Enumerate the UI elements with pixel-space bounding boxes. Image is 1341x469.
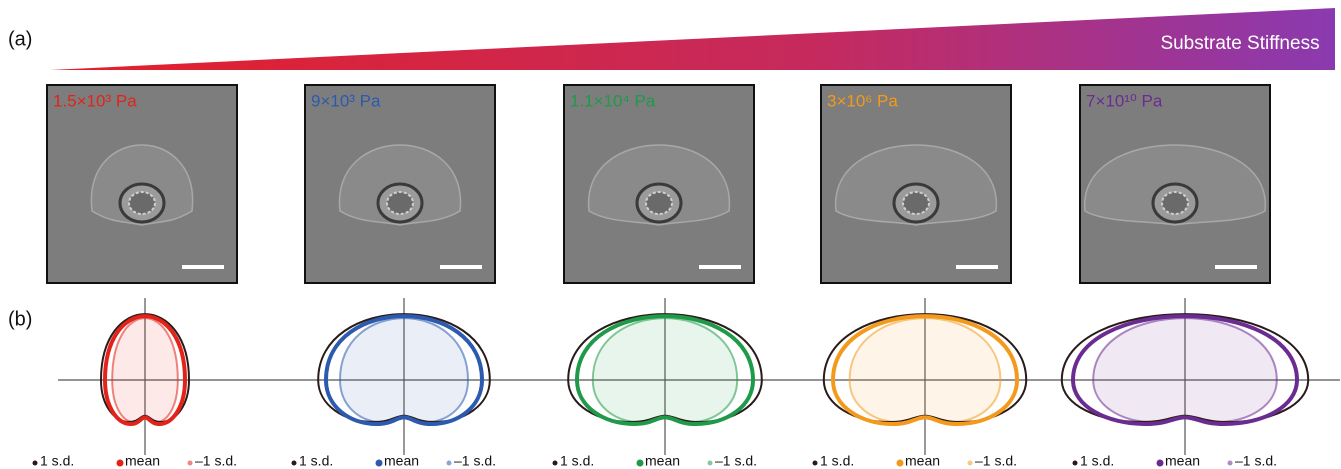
scale-bar (956, 265, 998, 269)
page: {"figure": { "panel_a_label": "(a)", "pa… (0, 0, 1341, 469)
legend-label: mean (905, 453, 940, 469)
condition-label: 9×10³ Pa (311, 91, 381, 110)
legend-label: mean (384, 453, 419, 469)
legend-label: 1 s.d. (299, 453, 333, 469)
legend-marker (553, 461, 558, 466)
legend-label: –1 s.d. (195, 453, 237, 469)
scale-bar (440, 265, 482, 269)
legend-marker (968, 461, 973, 466)
scale-bar (182, 265, 224, 269)
panel-label: (b) (8, 308, 32, 330)
outline-minus-sd (593, 318, 737, 422)
legend-marker (708, 461, 713, 466)
outline-minus-sd (112, 318, 178, 422)
legend-marker (33, 461, 38, 466)
cell-nucleus (387, 192, 413, 214)
cell-nucleus (1162, 192, 1188, 214)
legend-label: 1 s.d. (820, 453, 854, 469)
legend-label: mean (125, 453, 160, 469)
cell-nucleus (129, 192, 155, 214)
legend-label: –1 s.d. (975, 453, 1017, 469)
legend-marker (376, 460, 383, 467)
legend-marker (1157, 460, 1164, 467)
legend-marker (637, 460, 644, 467)
legend-label: mean (645, 453, 680, 469)
legend-marker (117, 460, 124, 467)
legend-marker (897, 460, 904, 467)
legend-label: 1 s.d. (560, 453, 594, 469)
condition-label: 1.5×10³ Pa (53, 91, 137, 110)
figure: (a) (b) Substrate Stiffness 1.5×10³ Pa 1 … (0, 0, 1341, 469)
scale-bar (699, 265, 741, 269)
stiffness-gradient (50, 8, 1335, 70)
legend-marker (188, 461, 193, 466)
legend-marker (292, 461, 297, 466)
legend-marker (447, 461, 452, 466)
legend-label: 1 s.d. (1080, 453, 1114, 469)
outline-minus-sd (850, 318, 1001, 422)
legend-label: 1 s.d. (40, 453, 74, 469)
legend-marker (813, 461, 818, 466)
legend-label: –1 s.d. (454, 453, 496, 469)
cell-nucleus (903, 192, 929, 214)
outline-minus-sd (340, 318, 468, 422)
scale-bar (1215, 265, 1257, 269)
cell-nucleus (646, 192, 672, 214)
panel-label: (a) (8, 28, 32, 50)
gradient-label: Substrate Stiffness (1160, 33, 1319, 54)
condition-label: 7×10¹⁰ Pa (1086, 91, 1163, 110)
condition-label: 3×10⁶ Pa (827, 91, 898, 110)
condition-label: 1.1×10⁴ Pa (570, 91, 656, 110)
legend-label: mean (1165, 453, 1200, 469)
legend-label: –1 s.d. (1235, 453, 1277, 469)
outline-minus-sd (1093, 318, 1277, 422)
legend-marker (1228, 461, 1233, 466)
legend-marker (1073, 461, 1078, 466)
legend-label: –1 s.d. (715, 453, 757, 469)
